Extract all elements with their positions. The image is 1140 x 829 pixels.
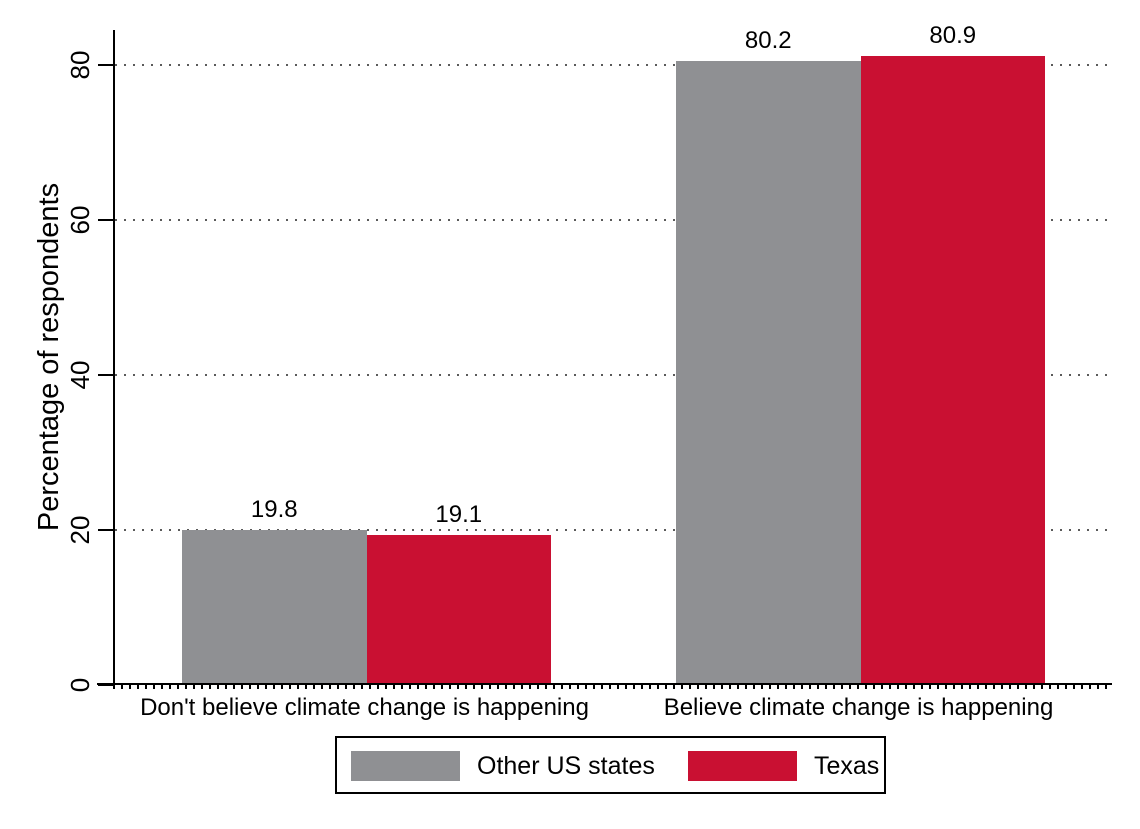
gridline-80 (115, 64, 1112, 66)
y-tick-20 (98, 529, 113, 531)
gridline-20 (115, 529, 1112, 531)
bar-other-us-states-0 (182, 530, 367, 683)
y-tick-60 (98, 219, 113, 221)
x-category-label-1: Believe climate change is happening (663, 694, 1054, 721)
y-tick-40 (98, 374, 113, 376)
bar-value-label: 19.8 (250, 496, 298, 523)
legend-label-other-us-states: Other US states (477, 752, 655, 780)
y-tick-80 (98, 64, 113, 66)
legend-swatch-other-us-states (351, 751, 460, 781)
legend: Other US states Texas (335, 736, 886, 794)
legend-swatch-texas (688, 751, 797, 781)
y-axis-title: Percentage of respondents (33, 182, 65, 532)
x-axis-zero-tick (97, 683, 113, 685)
bar-texas-1 (860, 56, 1045, 683)
y-tick-label-40: 40 (65, 360, 95, 390)
legend-label-texas: Texas (814, 752, 880, 780)
y-tick-label-80: 80 (65, 50, 95, 80)
x-category-label-0: Don't believe climate change is happenin… (140, 694, 589, 721)
plot-area: 19.8 19.1 80.2 80.9 (113, 23, 1112, 685)
y-tick-label-60: 60 (65, 205, 95, 235)
gridline-60 (115, 219, 1112, 221)
x-axis-minor-ticks (113, 685, 1112, 689)
gridline-40 (115, 374, 1112, 376)
bar-texas-0 (366, 535, 551, 683)
y-tick-label-0: 0 (65, 677, 95, 693)
bar-value-label: 80.9 (929, 22, 977, 49)
bar-value-label: 19.1 (435, 501, 483, 528)
bar-value-label: 80.2 (744, 27, 792, 54)
y-tick-label-20: 20 (65, 515, 95, 545)
y-tick-0 (98, 684, 113, 686)
bar-other-us-states-1 (676, 61, 861, 683)
